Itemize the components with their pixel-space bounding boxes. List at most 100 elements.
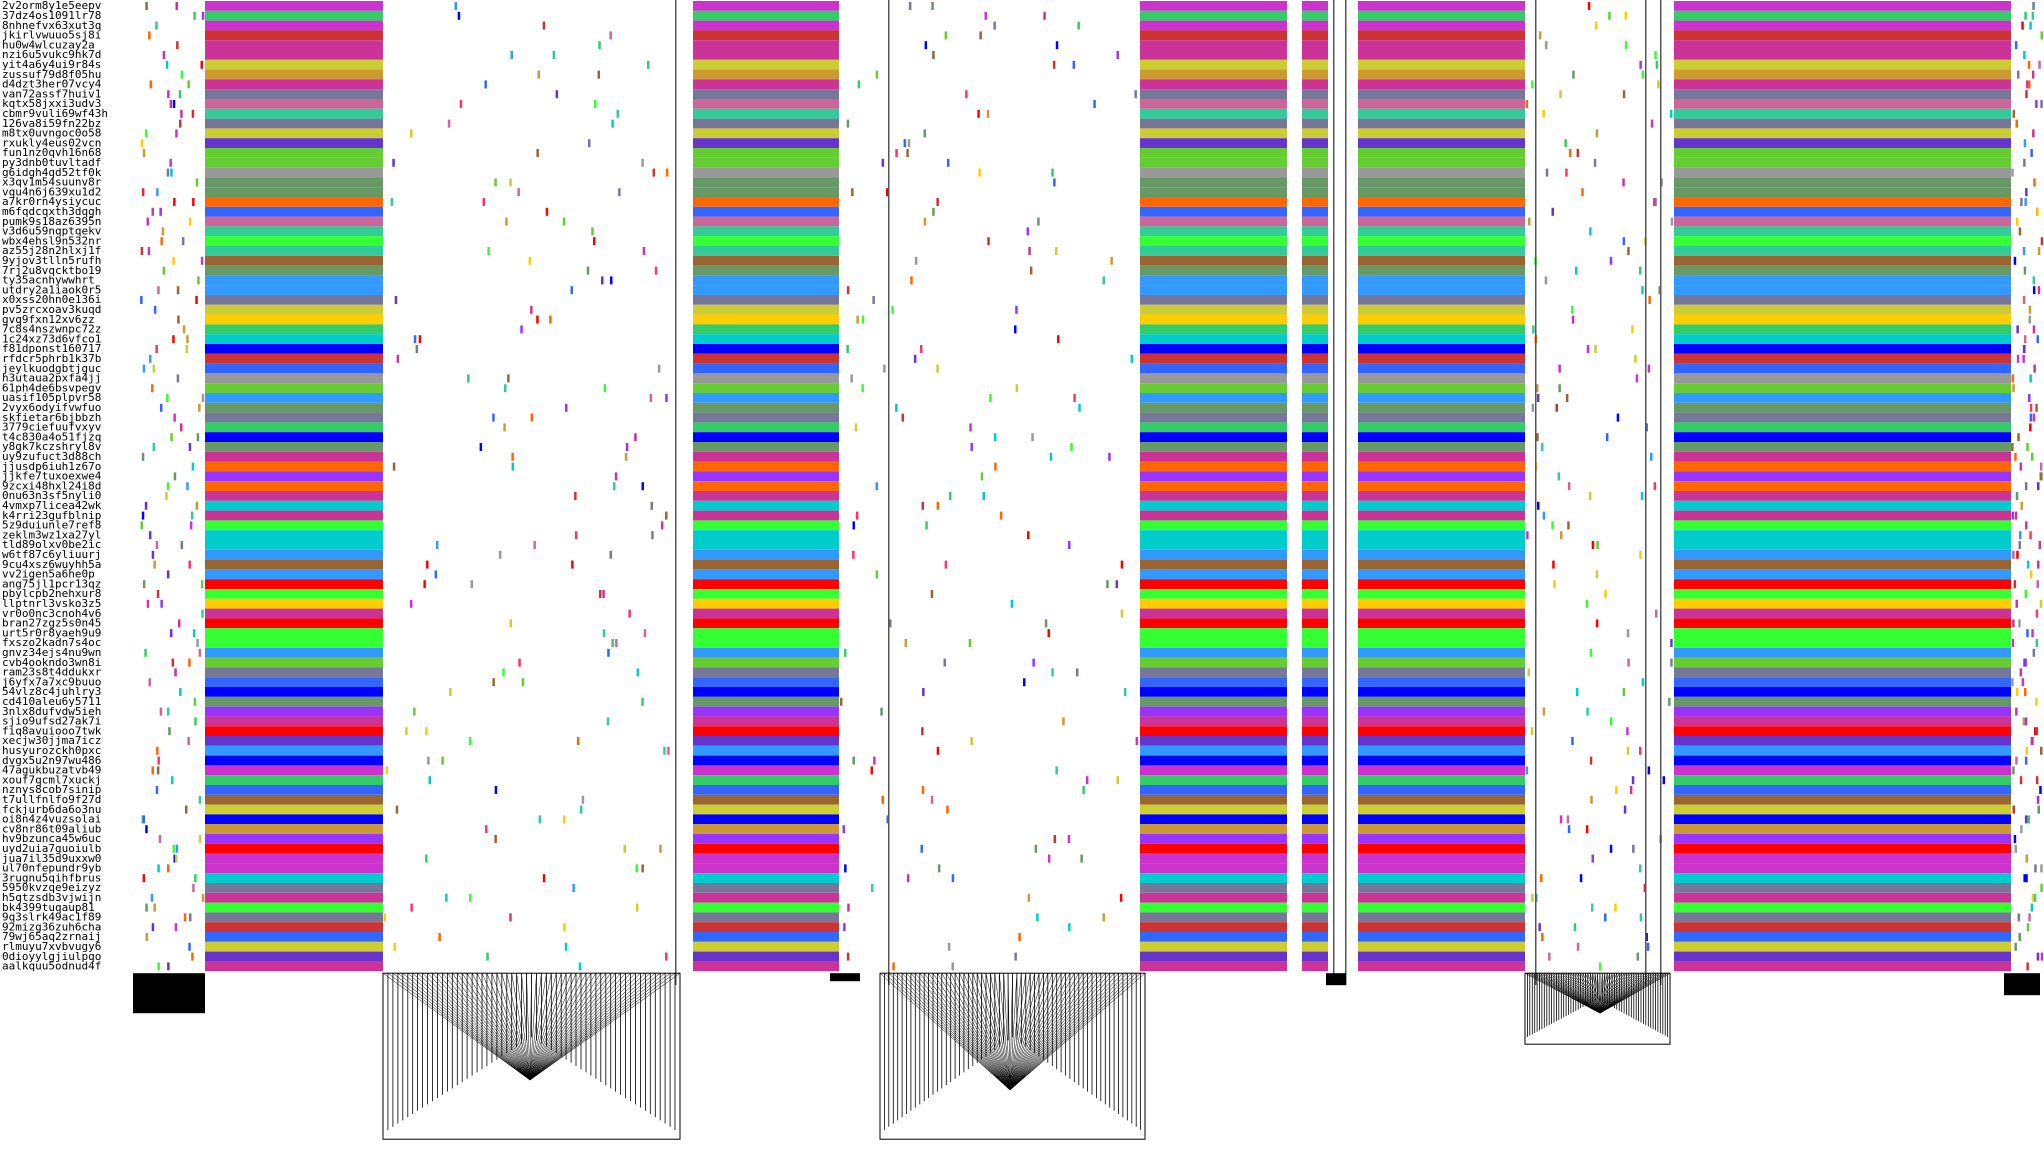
band-row xyxy=(205,638,383,648)
band-row xyxy=(693,912,839,923)
band-row xyxy=(1140,549,1287,560)
site-tick xyxy=(951,874,955,883)
site-tick xyxy=(641,864,644,873)
site-tick xyxy=(903,139,907,148)
band-row xyxy=(1358,265,1525,276)
band-row xyxy=(1302,118,1328,129)
site-tick xyxy=(505,217,508,226)
band-row xyxy=(693,187,839,197)
branch xyxy=(1009,973,1031,1091)
band-row xyxy=(1674,794,2011,805)
site-tick xyxy=(169,158,172,167)
band-row xyxy=(1302,638,1328,648)
band-row xyxy=(1302,657,1328,668)
site-tick xyxy=(486,952,489,961)
band-row xyxy=(1674,216,2011,227)
band-row xyxy=(1358,510,1525,521)
band-row xyxy=(1358,696,1525,707)
site-tick xyxy=(1622,90,1626,99)
branch xyxy=(1009,973,1119,1091)
site-tick xyxy=(614,472,618,481)
band-row xyxy=(1140,716,1287,727)
site-tick xyxy=(192,629,196,638)
band-row xyxy=(693,206,839,217)
band-row xyxy=(205,873,383,883)
band-row xyxy=(1674,530,2011,540)
site-tick xyxy=(908,2,912,10)
branch xyxy=(529,973,636,1081)
site-tick xyxy=(156,590,160,598)
branch xyxy=(1599,973,1610,1014)
band-row xyxy=(205,736,383,746)
site-tick xyxy=(2014,452,2017,461)
column-rule xyxy=(888,0,890,985)
dendrogram xyxy=(1524,972,1671,1045)
band-row xyxy=(1302,295,1328,305)
site-tick xyxy=(660,521,664,530)
site-tick xyxy=(2033,364,2036,373)
site-tick xyxy=(946,805,949,814)
site-tick xyxy=(1609,256,1613,265)
band-row xyxy=(205,265,383,276)
site-tick xyxy=(2031,11,2035,20)
band-row xyxy=(1674,579,2011,589)
site-tick xyxy=(2029,423,2032,432)
branch xyxy=(990,973,1011,1091)
band-row xyxy=(1358,951,1525,962)
band-row xyxy=(1140,451,1287,462)
site-tick xyxy=(504,384,507,393)
site-tick xyxy=(651,531,654,540)
site-tick xyxy=(1047,629,1050,638)
band-row xyxy=(1674,853,2011,864)
site-tick xyxy=(542,21,546,30)
site-tick xyxy=(1609,844,1613,853)
site-tick xyxy=(1639,746,1642,755)
site-tick xyxy=(947,942,951,951)
band-row xyxy=(205,804,383,815)
band-row xyxy=(1674,559,2011,570)
band-row xyxy=(1358,902,1525,913)
taxon-label: 92mizg36zuh6cha xyxy=(2,920,101,933)
site-tick xyxy=(1123,688,1127,696)
site-tick xyxy=(1594,21,1598,30)
site-tick xyxy=(1564,139,1567,148)
branch xyxy=(457,973,531,1081)
site-tick xyxy=(642,247,646,255)
band-row xyxy=(205,883,383,893)
band-row xyxy=(1358,863,1525,874)
band-row xyxy=(693,696,839,707)
band-row xyxy=(1674,334,2011,344)
band-row xyxy=(1302,197,1328,207)
site-tick xyxy=(880,707,883,716)
site-tick xyxy=(1654,198,1657,206)
band-row xyxy=(693,961,839,972)
site-tick xyxy=(1541,443,1544,451)
site-tick xyxy=(2036,795,2040,804)
site-tick xyxy=(180,109,183,118)
site-tick xyxy=(1657,80,1660,89)
band-row xyxy=(693,755,839,766)
branch xyxy=(1599,973,1627,1014)
site-tick xyxy=(944,560,948,569)
site-tick xyxy=(610,276,613,285)
band-row xyxy=(1358,324,1525,335)
band-row xyxy=(205,589,383,599)
band-row xyxy=(693,10,839,21)
site-tick xyxy=(2034,727,2037,736)
band-row xyxy=(1140,843,1287,854)
site-tick xyxy=(2025,746,2028,755)
site-tick xyxy=(2038,60,2041,69)
site-tick xyxy=(665,394,668,402)
band-row xyxy=(205,157,383,168)
site-tick xyxy=(1072,60,1076,69)
site-tick xyxy=(993,433,997,442)
band-row xyxy=(1302,520,1328,531)
band-row xyxy=(1674,765,2011,776)
site-tick xyxy=(459,100,463,108)
band-row xyxy=(205,549,383,560)
branch xyxy=(529,973,582,1081)
band-row xyxy=(1674,99,2011,109)
site-tick xyxy=(176,374,180,383)
site-tick xyxy=(145,903,148,912)
band-row xyxy=(205,20,383,31)
